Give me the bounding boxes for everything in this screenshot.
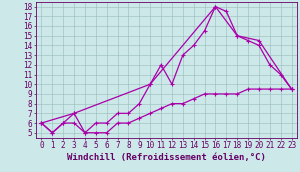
X-axis label: Windchill (Refroidissement éolien,°C): Windchill (Refroidissement éolien,°C): [67, 153, 266, 162]
